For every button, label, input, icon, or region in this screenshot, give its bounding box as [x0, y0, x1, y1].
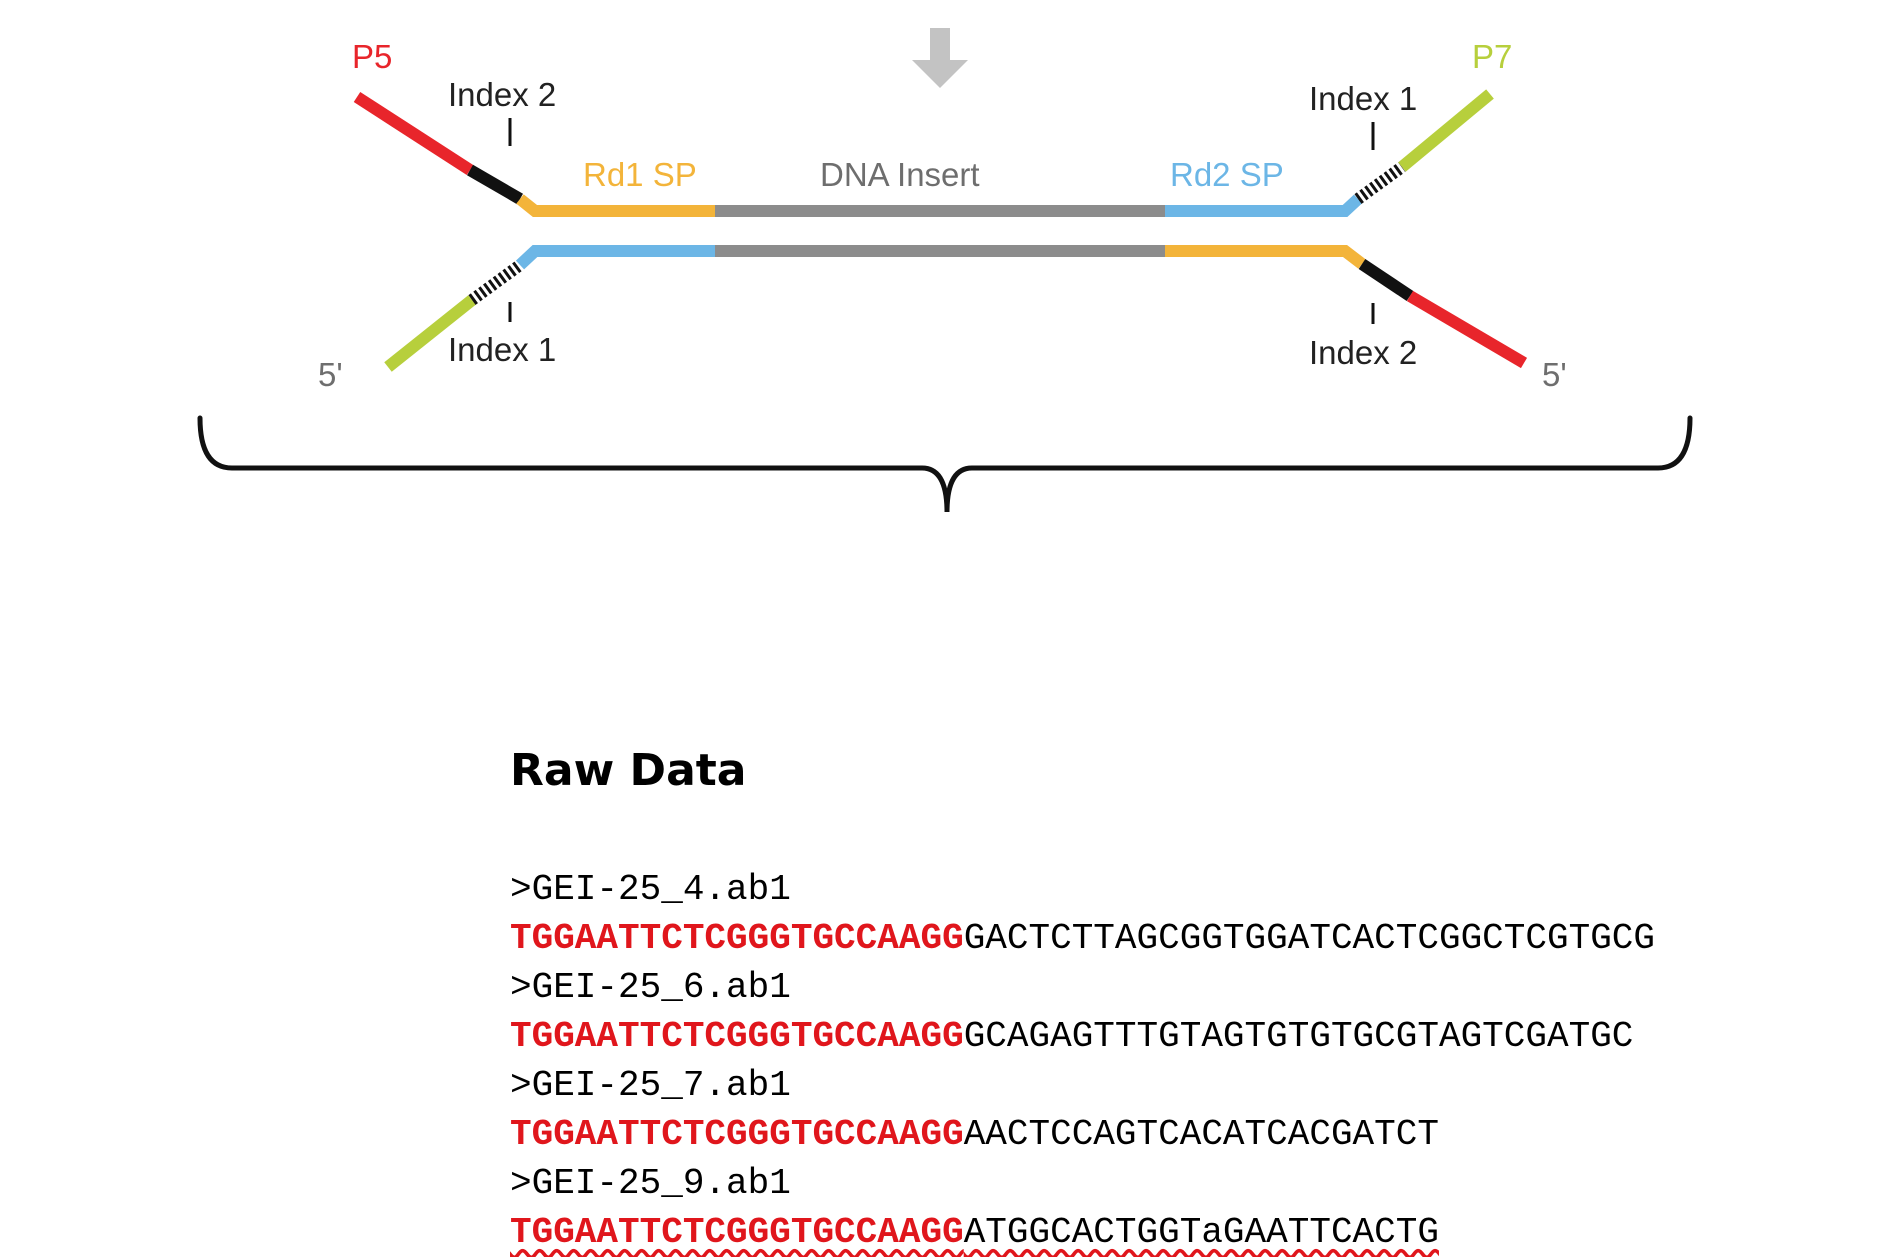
index1-top-label: Index 1 [1309, 80, 1417, 117]
rd2sp-label: Rd2 SP [1170, 156, 1284, 193]
read-sequence: TGGAATTCTCGGGTGCCAAGGATGGCACTGGTaGAATTCA… [510, 1208, 1655, 1257]
adapter-sequence: TGGAATTCTCGGGTGCCAAGG [510, 1016, 964, 1057]
reads-list: >GEI-25_4.ab1 TGGAATTCTCGGGTGCCAAGGGACTCT… [510, 865, 1655, 1257]
index1-top-segment [1354, 162, 1406, 204]
bottom-strand [384, 245, 1528, 372]
raw-data-title: Raw Data [510, 745, 747, 796]
adapter-sequence: TGGAATTCTCGGGTGCCAAGG [510, 1114, 964, 1155]
rd2sp-bottom-segment [515, 245, 715, 270]
insert-sequence: GACTCTTAGCGGTGGATCACTCGGCTCGTGCG [963, 918, 1655, 959]
insert-sequence: ATGGCACTGGTaGAATTCACTG [963, 1212, 1439, 1253]
read-sequence: TGGAATTCTCGGGTGCCAAGGGACTCTTAGCGGTGGATCA… [510, 914, 1655, 963]
read-header: >GEI-25_6.ab1 [510, 967, 791, 1008]
read-header: >GEI-25_4.ab1 [510, 869, 791, 910]
insert-sequence: GCAGAGTTTGTAGTGTGTGCGTAGTCGATGC [963, 1016, 1634, 1057]
p7-segment [1398, 89, 1494, 172]
insert-sequence: AACTCCAGTCACATCACGATCT [963, 1114, 1439, 1155]
dna-insert-label: DNA Insert [820, 156, 980, 193]
p5-segment [353, 91, 474, 176]
read-sequence: TGGAATTCTCGGGTGCCAAGGGCAGAGTTTGTAGTGTGTG… [510, 1012, 1655, 1061]
index2-bottom-label: Index 2 [1309, 334, 1417, 371]
index1-bottom-label: Index 1 [448, 331, 556, 368]
index2-top-label: Index 2 [448, 76, 556, 113]
down-arrow-icon [912, 28, 968, 88]
index-ticks [508, 118, 1375, 324]
index2-bottom-segment [1358, 259, 1414, 301]
p7-label: P7 [1472, 38, 1512, 75]
p7-bottom-segment [384, 295, 476, 372]
index1-bottom-segment [468, 260, 524, 305]
five-prime-left-label: 5' [318, 356, 343, 393]
rd1sp-label: Rd1 SP [583, 156, 697, 193]
rd2sp-top-segment [1165, 194, 1363, 217]
read-header: >GEI-25_9.ab1 [510, 1163, 791, 1204]
adapter-sequence: TGGAATTCTCGGGTGCCAAGG [510, 1212, 964, 1253]
p5-label: P5 [352, 38, 392, 75]
curly-brace [197, 415, 1693, 513]
adapter-sequence: TGGAATTCTCGGGTGCCAAGG [510, 918, 964, 959]
index2-top-segment [466, 164, 524, 205]
library-construct-diagram: P5 Index 2 Rd1 SP DNA Insert Rd2 SP Inde… [197, 28, 1693, 513]
read-sequence: TGGAATTCTCGGGTGCCAAGGAACTCCAGTCACATCACGA… [510, 1110, 1655, 1159]
p5-bottom-segment [1406, 290, 1528, 369]
top-strand [353, 89, 1494, 217]
five-prime-right-label: 5' [1542, 356, 1567, 393]
rd1sp-top-segment [516, 194, 715, 217]
read-header: >GEI-25_7.ab1 [510, 1065, 791, 1106]
rd1sp-bottom-segment [1165, 245, 1366, 269]
